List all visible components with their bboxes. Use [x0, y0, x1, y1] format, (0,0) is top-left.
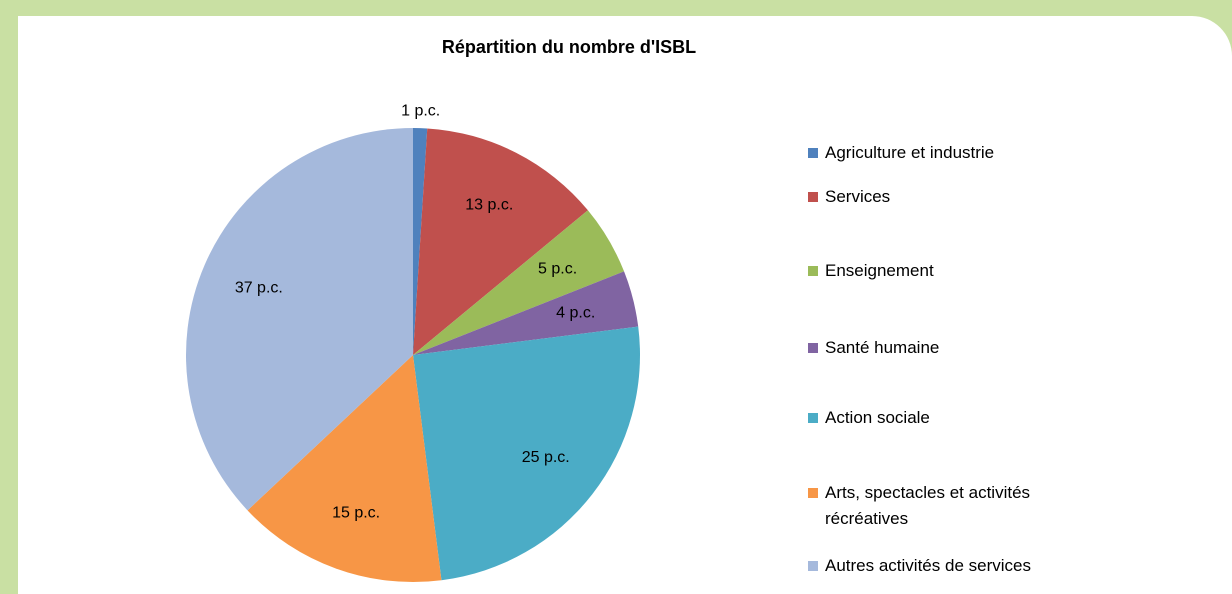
- legend-swatch: [808, 192, 818, 202]
- pie-slice: [413, 326, 640, 581]
- data-label: 15 p.c.: [332, 504, 380, 521]
- legend-entry: Action sociale: [808, 405, 1093, 431]
- legend-entry: Autres activités de services: [808, 553, 1093, 579]
- legend-swatch: [808, 488, 818, 498]
- data-label: 4 p.c.: [556, 304, 595, 321]
- legend-entry: Santé humaine: [808, 335, 1093, 361]
- pie-slice: [247, 355, 442, 582]
- legend-entry: Agriculture et industrie: [808, 140, 1093, 166]
- legend-label: Agriculture et industrie: [825, 143, 995, 162]
- chart-title: Répartition du nombre d'ISBL: [442, 37, 696, 57]
- legend-swatch: [808, 343, 818, 353]
- pie-slice: [413, 271, 639, 355]
- pie-slice: [413, 128, 428, 355]
- legend-swatch: [808, 266, 818, 276]
- legend-label: Arts, spectacles et activités récréative…: [825, 483, 1031, 528]
- pie-slice: [413, 210, 625, 355]
- data-label: 5 p.c.: [538, 261, 577, 278]
- legend-swatch: [808, 148, 818, 158]
- legend-label: Autres activités de services: [825, 556, 1031, 575]
- legend-label: Enseignement: [825, 261, 934, 280]
- legend-label: Santé humaine: [825, 338, 940, 357]
- data-label: 1 p.c.: [401, 102, 440, 119]
- legend-entry: Services: [808, 184, 1093, 210]
- legend-entry: Arts, spectacles et activités récréative…: [808, 480, 1093, 532]
- pie-slice: [413, 128, 588, 355]
- legend-label: Action sociale: [825, 408, 930, 427]
- legend-swatch: [808, 413, 818, 423]
- data-label: 13 p.c.: [465, 197, 513, 214]
- pie-slice: [186, 128, 413, 511]
- data-label: 25 p.c.: [522, 449, 570, 466]
- legend-swatch: [808, 561, 818, 571]
- data-label: 37 p.c.: [235, 280, 283, 297]
- legend-label: Services: [825, 187, 891, 206]
- legend-entry: Enseignement: [808, 258, 1093, 284]
